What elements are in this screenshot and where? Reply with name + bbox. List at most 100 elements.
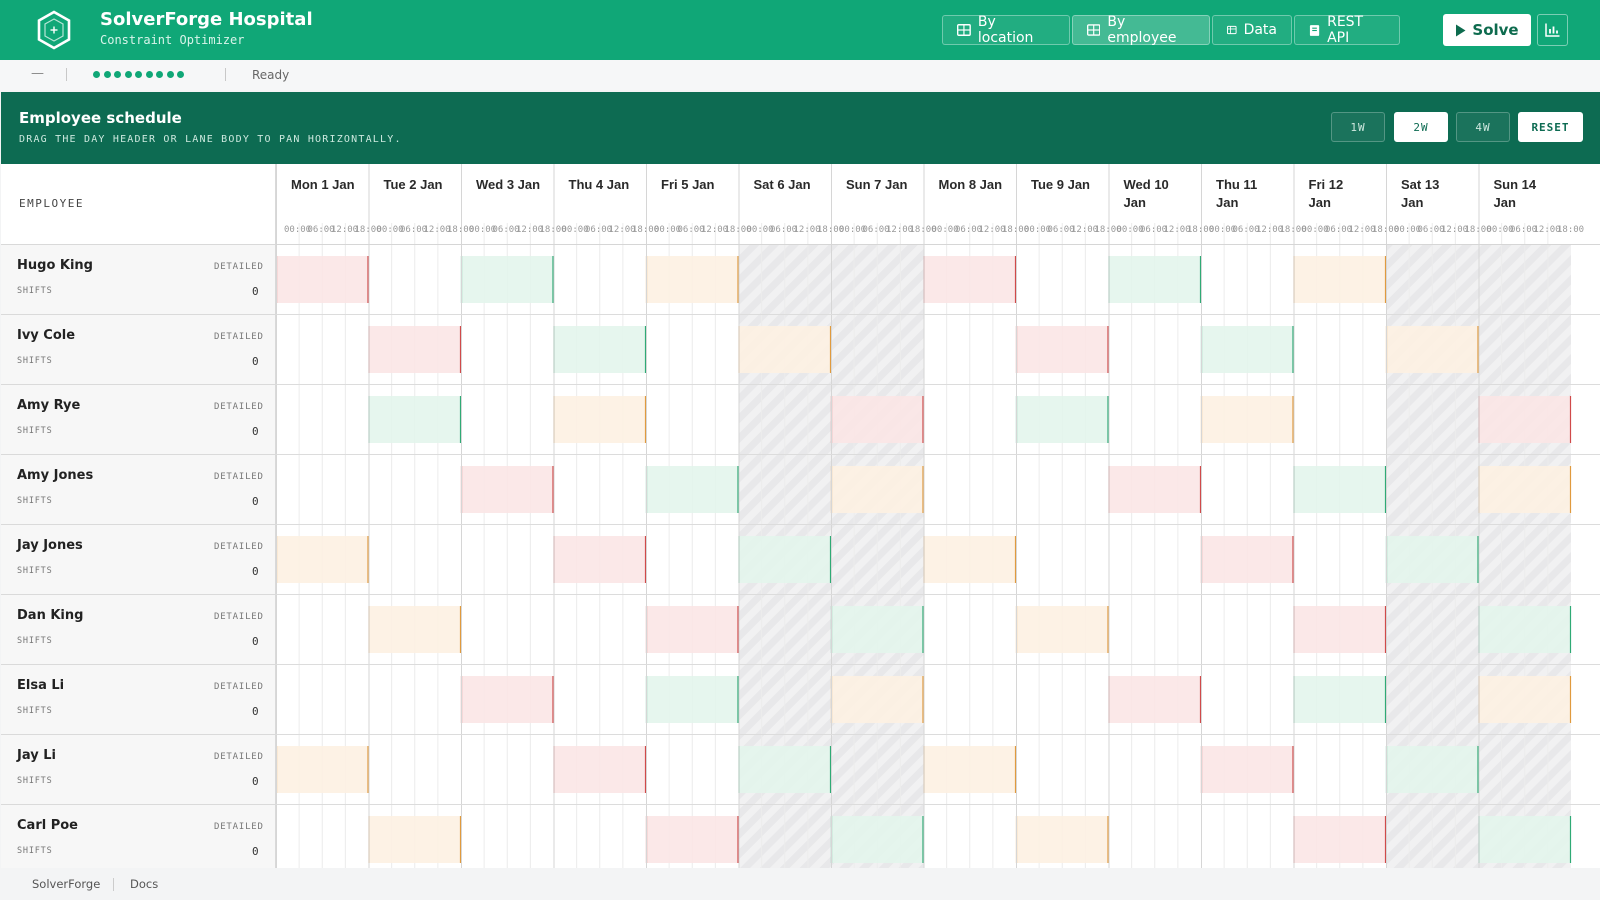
solve-button[interactable]: Solve: [1443, 14, 1531, 46]
shift-block-green[interactable]: [1016, 396, 1109, 443]
shift-block-orange[interactable]: [368, 606, 462, 653]
employee-detail-label[interactable]: DETAILED: [214, 682, 264, 692]
employee-detail-label[interactable]: DETAILED: [214, 612, 264, 622]
day-header-label[interactable]: Wed 10 Jan: [1124, 177, 1169, 210]
analysis-chart-button[interactable]: [1537, 14, 1568, 46]
zoom-4w-button[interactable]: 4W: [1456, 112, 1510, 142]
reset-zoom-button[interactable]: RESET: [1518, 112, 1583, 142]
footer-link-solverforge[interactable]: SolverForge: [32, 877, 101, 891]
employee-row[interactable]: Hugo King DETAILED SHIFTS 0: [1, 245, 276, 315]
shift-block-orange[interactable]: [646, 256, 739, 303]
shift-block-orange[interactable]: [831, 676, 924, 723]
employee-detail-label[interactable]: DETAILED: [214, 402, 264, 412]
shift-block-green[interactable]: [831, 816, 924, 863]
day-header-label[interactable]: Mon 8 Jan: [939, 177, 1003, 192]
schedule-grid[interactable]: EMPLOYEE Hugo King DETAILED SHIFTS 0 Ivy Col…: [1, 164, 1600, 868]
shift-block-green[interactable]: [1478, 816, 1572, 863]
shift-block-orange[interactable]: [738, 326, 832, 373]
employee-row[interactable]: Amy Jones DETAILED SHIFTS 0: [1, 455, 276, 525]
shift-block-red[interactable]: [1108, 466, 1202, 513]
shift-block-red[interactable]: [368, 326, 462, 373]
shift-block-orange[interactable]: [368, 816, 462, 863]
nav-rest-api-button[interactable]: REST API: [1294, 14, 1400, 46]
nav-by-employee-button[interactable]: By employee: [1072, 14, 1210, 46]
shift-block-orange[interactable]: [1478, 676, 1572, 723]
day-header-label[interactable]: Sat 6 Jan: [754, 177, 811, 192]
shift-block-green[interactable]: [1386, 746, 1479, 793]
shift-block-red[interactable]: [1016, 326, 1109, 373]
shift-block-green[interactable]: [1386, 536, 1479, 583]
shift-block-orange[interactable]: [1201, 396, 1294, 443]
shift-block-red[interactable]: [553, 746, 647, 793]
employee-row[interactable]: Dan King DETAILED SHIFTS 0: [1, 595, 276, 665]
shift-block-green[interactable]: [738, 536, 832, 583]
employee-row[interactable]: Amy Rye DETAILED SHIFTS 0: [1, 385, 276, 455]
shift-block-green[interactable]: [1478, 606, 1572, 653]
shift-block-red[interactable]: [1201, 746, 1294, 793]
shift-block-orange[interactable]: [1293, 256, 1387, 303]
zoom-2w-button[interactable]: 2W: [1394, 112, 1448, 142]
employee-row[interactable]: Jay Li DETAILED SHIFTS 0: [1, 735, 276, 805]
employee-row[interactable]: Carl Poe DETAILED SHIFTS 0: [1, 805, 276, 868]
shift-block-red[interactable]: [646, 816, 739, 863]
shift-block-red[interactable]: [461, 676, 554, 723]
shift-block-red[interactable]: [646, 606, 739, 653]
timeline-canvas[interactable]: Mon 1 Jan Tue 2 Jan Wed 3 Jan Thu 4 Jan Fri …: [276, 164, 1600, 868]
shift-block-green[interactable]: [831, 606, 924, 653]
shift-block-red[interactable]: [1108, 676, 1202, 723]
day-header-label[interactable]: Wed 3 Jan: [476, 177, 540, 192]
shift-block-red[interactable]: [553, 536, 647, 583]
shift-block-red[interactable]: [1478, 396, 1572, 443]
shift-block-green[interactable]: [1201, 326, 1294, 373]
shift-block-red[interactable]: [276, 256, 369, 303]
shift-block-red[interactable]: [1293, 606, 1387, 653]
employee-detail-label[interactable]: DETAILED: [214, 752, 264, 762]
shift-block-orange[interactable]: [276, 746, 369, 793]
shift-block-orange[interactable]: [1386, 326, 1479, 373]
nav-data-button[interactable]: Data: [1212, 15, 1292, 45]
shift-block-green[interactable]: [1293, 676, 1387, 723]
employee-detail-label[interactable]: DETAILED: [214, 332, 264, 342]
day-header-label[interactable]: Fri 5 Jan: [661, 177, 715, 192]
employee-detail-label[interactable]: DETAILED: [214, 822, 264, 832]
employee-detail-label[interactable]: DETAILED: [214, 262, 264, 272]
employee-row[interactable]: Ivy Cole DETAILED SHIFTS 0: [1, 315, 276, 385]
footer-link-docs[interactable]: Docs: [130, 877, 159, 891]
shift-block-orange[interactable]: [1016, 606, 1109, 653]
shift-block-green[interactable]: [553, 326, 647, 373]
shift-block-red[interactable]: [831, 396, 924, 443]
shift-block-red[interactable]: [1201, 536, 1294, 583]
shift-block-orange[interactable]: [831, 466, 924, 513]
shift-block-green[interactable]: [461, 256, 554, 303]
day-header-label[interactable]: Sun 14 Jan: [1494, 177, 1537, 210]
day-header-label[interactable]: Sun 7 Jan: [846, 177, 907, 192]
shift-block-orange[interactable]: [276, 536, 369, 583]
shift-block-orange[interactable]: [1016, 816, 1109, 863]
shift-block-green[interactable]: [1293, 466, 1387, 513]
day-header-label[interactable]: Tue 2 Jan: [384, 177, 443, 192]
shift-block-red[interactable]: [461, 466, 554, 513]
shift-block-orange[interactable]: [553, 396, 647, 443]
shift-block-green[interactable]: [368, 396, 462, 443]
shift-block-green[interactable]: [1108, 256, 1202, 303]
day-header-label[interactable]: Thu 4 Jan: [569, 177, 630, 192]
shift-block-orange[interactable]: [1478, 466, 1572, 513]
employee-row[interactable]: Jay Jones DETAILED SHIFTS 0: [1, 525, 276, 595]
zoom-1w-button[interactable]: 1W: [1331, 112, 1385, 142]
employee-row[interactable]: Elsa Li DETAILED SHIFTS 0: [1, 665, 276, 735]
shift-block-red[interactable]: [923, 256, 1017, 303]
shift-block-green[interactable]: [646, 466, 739, 513]
day-header-label[interactable]: Fri 12 Jan: [1309, 177, 1344, 210]
day-header-label[interactable]: Mon 1 Jan: [291, 177, 355, 192]
nav-by-location-button[interactable]: By location: [942, 14, 1070, 46]
day-header-label[interactable]: Thu 11 Jan: [1216, 177, 1257, 210]
day-header-label[interactable]: Tue 9 Jan: [1031, 177, 1090, 192]
day-header-label[interactable]: Sat 13 Jan: [1401, 177, 1439, 210]
shift-block-orange[interactable]: [923, 746, 1017, 793]
shift-block-orange[interactable]: [923, 536, 1017, 583]
shift-block-green[interactable]: [646, 676, 739, 723]
shift-block-red[interactable]: [1293, 816, 1387, 863]
employee-detail-label[interactable]: DETAILED: [214, 472, 264, 482]
employee-detail-label[interactable]: DETAILED: [214, 542, 264, 552]
shift-block-green[interactable]: [738, 746, 832, 793]
